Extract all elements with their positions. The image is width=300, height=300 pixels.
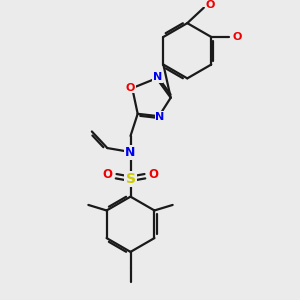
Text: O: O [149,167,159,181]
Text: O: O [125,82,135,93]
Text: N: N [155,112,165,122]
Text: N: N [125,146,136,159]
Text: S: S [125,172,136,186]
Text: O: O [232,32,242,42]
Text: O: O [102,167,112,181]
Text: O: O [206,1,215,10]
Text: N: N [153,72,162,82]
